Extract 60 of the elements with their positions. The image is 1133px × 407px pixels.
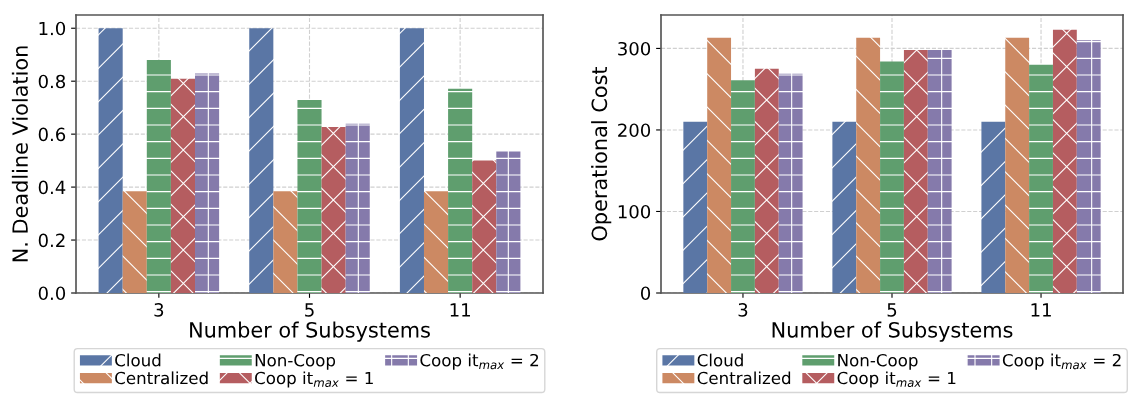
y-tick-label: 200 [618, 123, 651, 138]
x-tick-label: 5 [305, 303, 314, 317]
bar [981, 121, 1006, 293]
bar [122, 191, 147, 293]
bar [1029, 64, 1053, 293]
x-axis-title: Number of Subsystems [190, 321, 430, 342]
bar [448, 88, 473, 293]
bar [1052, 29, 1077, 293]
y-tick-label: 300 [618, 41, 651, 56]
y-tick-label: 1.0 [39, 21, 66, 36]
bar [170, 78, 196, 293]
bar [321, 126, 346, 293]
bar [472, 160, 497, 293]
bar [399, 28, 424, 293]
legend-label: Centralized [115, 371, 208, 385]
bar [754, 68, 779, 293]
bar [880, 61, 904, 293]
legend-label: Coop it$_{max}$ = 2 [1002, 353, 1121, 370]
x-axis-title: Number of Subsystems [772, 321, 1013, 342]
bar [1076, 40, 1101, 293]
x-tick-label: 3 [738, 303, 748, 317]
legend-label: Coop it$_{max}$ = 1 [837, 371, 956, 388]
bar [707, 37, 732, 293]
x-tick-label: 3 [154, 303, 164, 317]
legend-label: Cloud [115, 353, 161, 367]
legend-label: Coop it$_{max}$ = 1 [255, 371, 373, 388]
y-tick-label: 0.6 [38, 127, 66, 142]
y-tick-label: 0.4 [38, 180, 66, 195]
y-tick-label: 0 [640, 286, 651, 301]
legend-label: Non-Coop [255, 353, 336, 370]
bar [1005, 37, 1030, 293]
y-tick-label: 0.8 [38, 74, 66, 89]
legend-label: Coop it$_{max}$ = 2 [420, 353, 539, 370]
bar [273, 191, 298, 293]
bar [731, 80, 755, 293]
x-tick-label: 5 [887, 303, 897, 317]
legend-label: Centralized [697, 371, 791, 385]
bar [496, 151, 521, 293]
y-axis-title: N. Deadline Violation [11, 46, 28, 262]
legend-label: Non-Coop [838, 353, 918, 370]
bar [345, 123, 370, 293]
bar [423, 191, 449, 293]
bar [249, 28, 274, 293]
y-tick-label: 0.2 [38, 233, 65, 248]
bar [832, 121, 857, 293]
bar [195, 73, 220, 293]
bar [927, 50, 952, 293]
bar [146, 60, 171, 293]
bar [778, 73, 803, 293]
x-tick-label: 11 [1031, 303, 1051, 317]
y-tick-label: 100 [618, 204, 651, 219]
bar [903, 50, 928, 293]
x-tick-label: 11 [450, 303, 470, 317]
y-axis-title: Operational Cost [591, 66, 612, 241]
y-tick-label: 0.0 [38, 286, 66, 301]
bar [98, 28, 123, 293]
legend-label: Cloud [697, 353, 743, 367]
bar [856, 37, 881, 293]
bar [683, 121, 708, 293]
bar [297, 99, 322, 293]
